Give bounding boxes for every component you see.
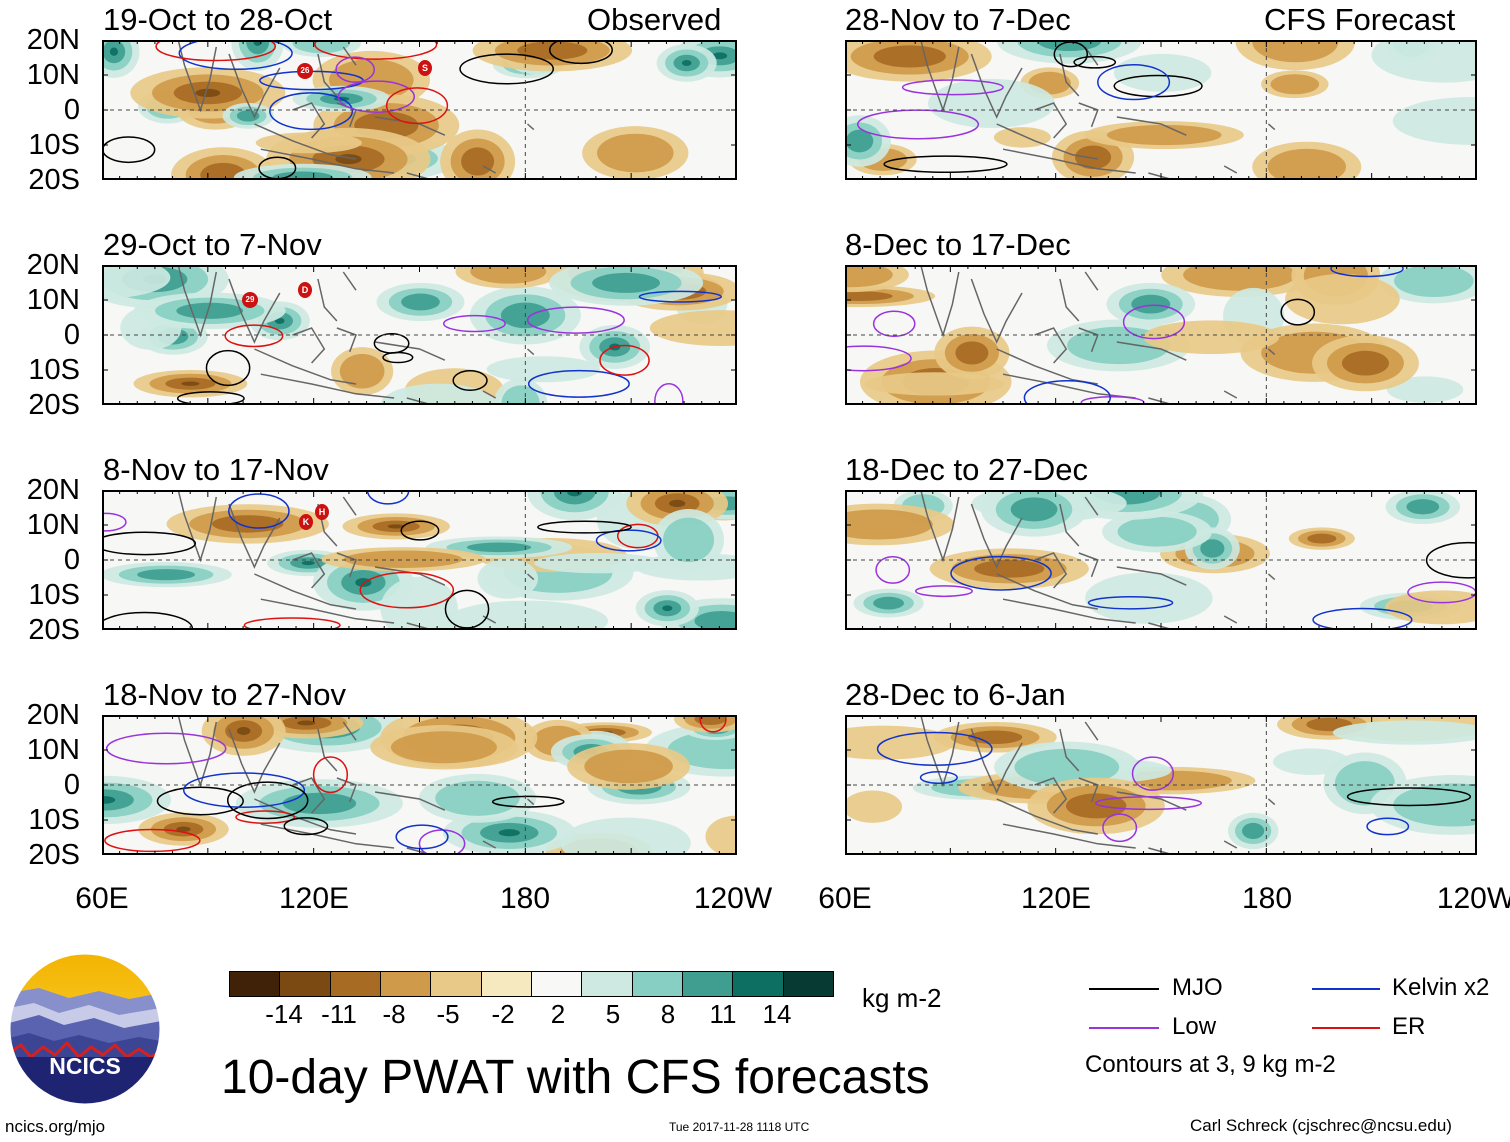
panel-2-title: 29-Oct to 7-Nov (103, 227, 322, 262)
lat-label: 20S (28, 839, 80, 871)
lat-label: 10S (28, 804, 80, 836)
main-title: 10-day PWAT with CFS forecasts (221, 1051, 930, 1104)
legend-kelvin-label: Kelvin x2 (1392, 974, 1490, 1001)
colorbar-swatch (480, 972, 531, 996)
storm-marker: D (298, 282, 312, 298)
panel-7-title: 18-Dec to 27-Dec (845, 452, 1088, 487)
map-panel-1 (102, 40, 737, 180)
lat-label: 20N (26, 249, 80, 281)
colorbar-swatch (681, 972, 733, 996)
colorbar-swatch (782, 972, 833, 996)
colorbar-swatch (329, 972, 380, 996)
panel-6-title: 8-Dec to 17-Dec (845, 227, 1071, 262)
map-panel-4 (102, 715, 737, 855)
lat-label: 10S (28, 129, 80, 161)
map-panel-7 (845, 490, 1477, 630)
storm-label: D (301, 285, 309, 295)
panel-1-subtitle: Observed (587, 2, 722, 37)
legend-mjo-label: MJO (1172, 974, 1223, 1001)
lat-label: 0 (63, 544, 80, 576)
colorbar-tick: 2 (550, 999, 566, 1029)
storm-marker: 29 (242, 292, 258, 308)
lat-label: 20S (28, 614, 80, 646)
colorbar-units: kg m-2 (862, 983, 942, 1013)
lon-label: 120E (278, 882, 350, 915)
legend-kelvin-line (1312, 988, 1380, 990)
lat-label: 10N (26, 284, 80, 316)
lon-label: 60E (75, 882, 129, 915)
storm-marker: S (418, 60, 432, 76)
storm-marker: H (315, 504, 329, 520)
lat-label: 0 (63, 94, 80, 126)
storm-label: H (318, 507, 326, 517)
colorbar-swatch (530, 972, 582, 996)
footer-url[interactable]: ncics.org/mjo (5, 1117, 106, 1136)
colorbar-swatch (230, 972, 280, 996)
lon-label: 120W (1436, 882, 1510, 915)
footer-author: Carl Schreck (cjschrec@ncsu.edu) (1190, 1116, 1452, 1135)
lat-label: 20S (28, 389, 80, 421)
lat-label: 10N (26, 59, 80, 91)
colorbar-tick: 8 (660, 999, 676, 1029)
lon-label: 180 (499, 882, 551, 915)
lat-label: 20N (26, 24, 80, 56)
map-panel-2 (102, 265, 737, 405)
colorbar-tick: -14 (265, 999, 303, 1029)
map-panel-3 (102, 490, 737, 630)
colorbar-swatch (732, 972, 783, 996)
legend-contour-note: Contours at 3, 9 kg m-2 (1085, 1051, 1336, 1078)
panel-5-title: 28-Nov to 7-Dec (845, 2, 1071, 37)
colorbar-swatch (581, 972, 632, 996)
lat-label: 0 (63, 769, 80, 801)
lat-label: 10N (26, 509, 80, 541)
colorbar-tick: -2 (491, 999, 515, 1029)
colorbar-tick: 11 (709, 999, 737, 1029)
map-panel-6 (845, 265, 1477, 405)
ncics-logo: NCICS (9, 953, 161, 1105)
storm-marker: 26 (297, 63, 313, 79)
lat-label: 10N (26, 734, 80, 766)
colorbar-tick: -11 (321, 999, 357, 1029)
logo-text: NCICS (49, 1053, 121, 1079)
legend-low-line (1089, 1027, 1159, 1029)
colorbar-tick: 5 (605, 999, 621, 1029)
footer-timestamp: Tue 2017-11-28 1118 UTC (669, 1120, 810, 1134)
lat-label: 10S (28, 579, 80, 611)
colorbar-swatch (279, 972, 330, 996)
map-panel-5 (845, 40, 1477, 180)
legend-low-label: Low (1172, 1013, 1217, 1040)
storm-label: S (421, 63, 428, 73)
legend-er-line (1312, 1027, 1380, 1029)
lat-label: 20S (28, 164, 80, 196)
lat-label: 10S (28, 354, 80, 386)
lat-label: 20N (26, 699, 80, 731)
panel-8-title: 28-Dec to 6-Jan (845, 677, 1066, 712)
colorbar-tick: -5 (436, 999, 460, 1029)
storm-marker: K (299, 514, 313, 530)
legend-mjo-line (1089, 988, 1159, 990)
legend-er-label: ER (1392, 1013, 1426, 1040)
map-panel-8 (845, 715, 1477, 855)
storm-label: K (302, 517, 310, 527)
lon-label: 180 (1241, 882, 1293, 915)
colorbar (229, 971, 834, 997)
panel-4-title: 18-Nov to 27-Nov (103, 677, 346, 712)
colorbar-swatch (430, 972, 481, 996)
lat-label: 20N (26, 474, 80, 506)
panel-3-title: 8-Nov to 17-Nov (103, 452, 329, 487)
lat-label: 0 (63, 319, 80, 351)
storm-label: 26 (300, 66, 310, 75)
panel-1-title: 19-Oct to 28-Oct (103, 2, 333, 37)
storm-label: 29 (245, 295, 255, 304)
lon-label: 120W (693, 882, 773, 915)
colorbar-swatch (631, 972, 682, 996)
colorbar-tick: 14 (762, 999, 792, 1029)
lon-label: 120E (1020, 882, 1092, 915)
colorbar-tick: -8 (382, 999, 406, 1029)
panel-5-subtitle: CFS Forecast (1264, 2, 1456, 37)
colorbar-swatch (379, 972, 431, 996)
lon-label: 60E (818, 882, 872, 915)
